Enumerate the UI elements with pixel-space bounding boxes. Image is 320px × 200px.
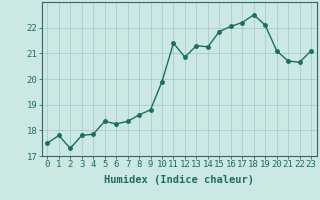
X-axis label: Humidex (Indice chaleur): Humidex (Indice chaleur)	[104, 175, 254, 185]
